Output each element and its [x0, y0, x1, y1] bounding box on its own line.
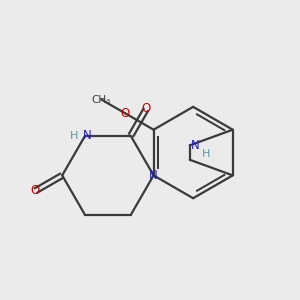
Text: N: N — [190, 139, 199, 152]
Text: CH₃: CH₃ — [92, 94, 111, 104]
Text: O: O — [31, 184, 40, 197]
Text: O: O — [142, 102, 151, 116]
Text: N: N — [83, 129, 92, 142]
Text: O: O — [121, 107, 130, 120]
Text: H: H — [70, 131, 78, 141]
Text: N: N — [149, 169, 158, 182]
Text: H: H — [202, 149, 211, 160]
